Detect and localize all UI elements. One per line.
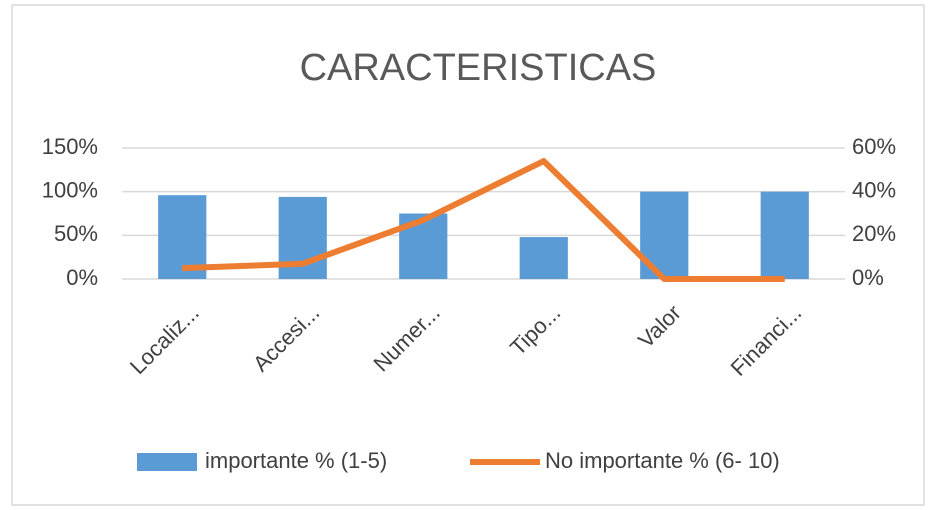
legend-label: importante % (1-5) (205, 448, 387, 473)
y2-tick-label: 0% (852, 265, 884, 290)
legend-label: No importante % (6- 10) (545, 448, 780, 473)
y-tick-label: 50% (54, 221, 98, 246)
legend-swatch (137, 453, 197, 471)
y2-tick-label: 40% (852, 177, 896, 202)
bar (519, 237, 568, 279)
y-tick-label: 0% (66, 265, 98, 290)
y2-tick-label: 60% (852, 134, 896, 159)
y-tick-label: 150% (42, 134, 98, 159)
y2-tick-label: 20% (852, 221, 896, 246)
bar (760, 191, 809, 279)
line (182, 158, 785, 282)
y-tick-label: 100% (42, 177, 98, 202)
chart-title: CARACTERISTICAS (300, 47, 657, 89)
